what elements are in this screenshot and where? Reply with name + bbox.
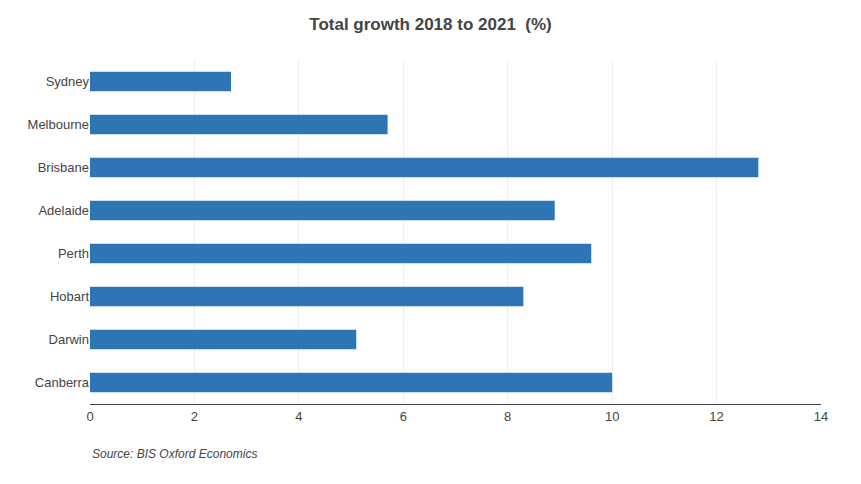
svg-text:Brisbane: Brisbane <box>38 160 89 175</box>
svg-text:6: 6 <box>400 409 407 424</box>
svg-text:12: 12 <box>709 409 723 424</box>
svg-text:0: 0 <box>86 409 93 424</box>
svg-text:10: 10 <box>605 409 619 424</box>
svg-text:Darwin: Darwin <box>49 332 89 347</box>
svg-text:Hobart: Hobart <box>50 289 89 304</box>
svg-text:4: 4 <box>295 409 302 424</box>
svg-text:Total growth 2018 to 2021 (%): Total growth 2018 to 2021 (%) <box>309 15 551 34</box>
svg-text:Source: BIS Oxford Economics: Source: BIS Oxford Economics <box>92 447 257 461</box>
svg-text:8: 8 <box>504 409 511 424</box>
svg-text:Adelaide: Adelaide <box>38 203 89 218</box>
svg-text:Canberra: Canberra <box>35 375 90 390</box>
svg-text:2: 2 <box>191 409 198 424</box>
svg-text:Melbourne: Melbourne <box>28 117 89 132</box>
svg-text:Perth: Perth <box>58 246 89 261</box>
svg-text:Sydney: Sydney <box>46 74 90 89</box>
svg-text:14: 14 <box>814 409 828 424</box>
